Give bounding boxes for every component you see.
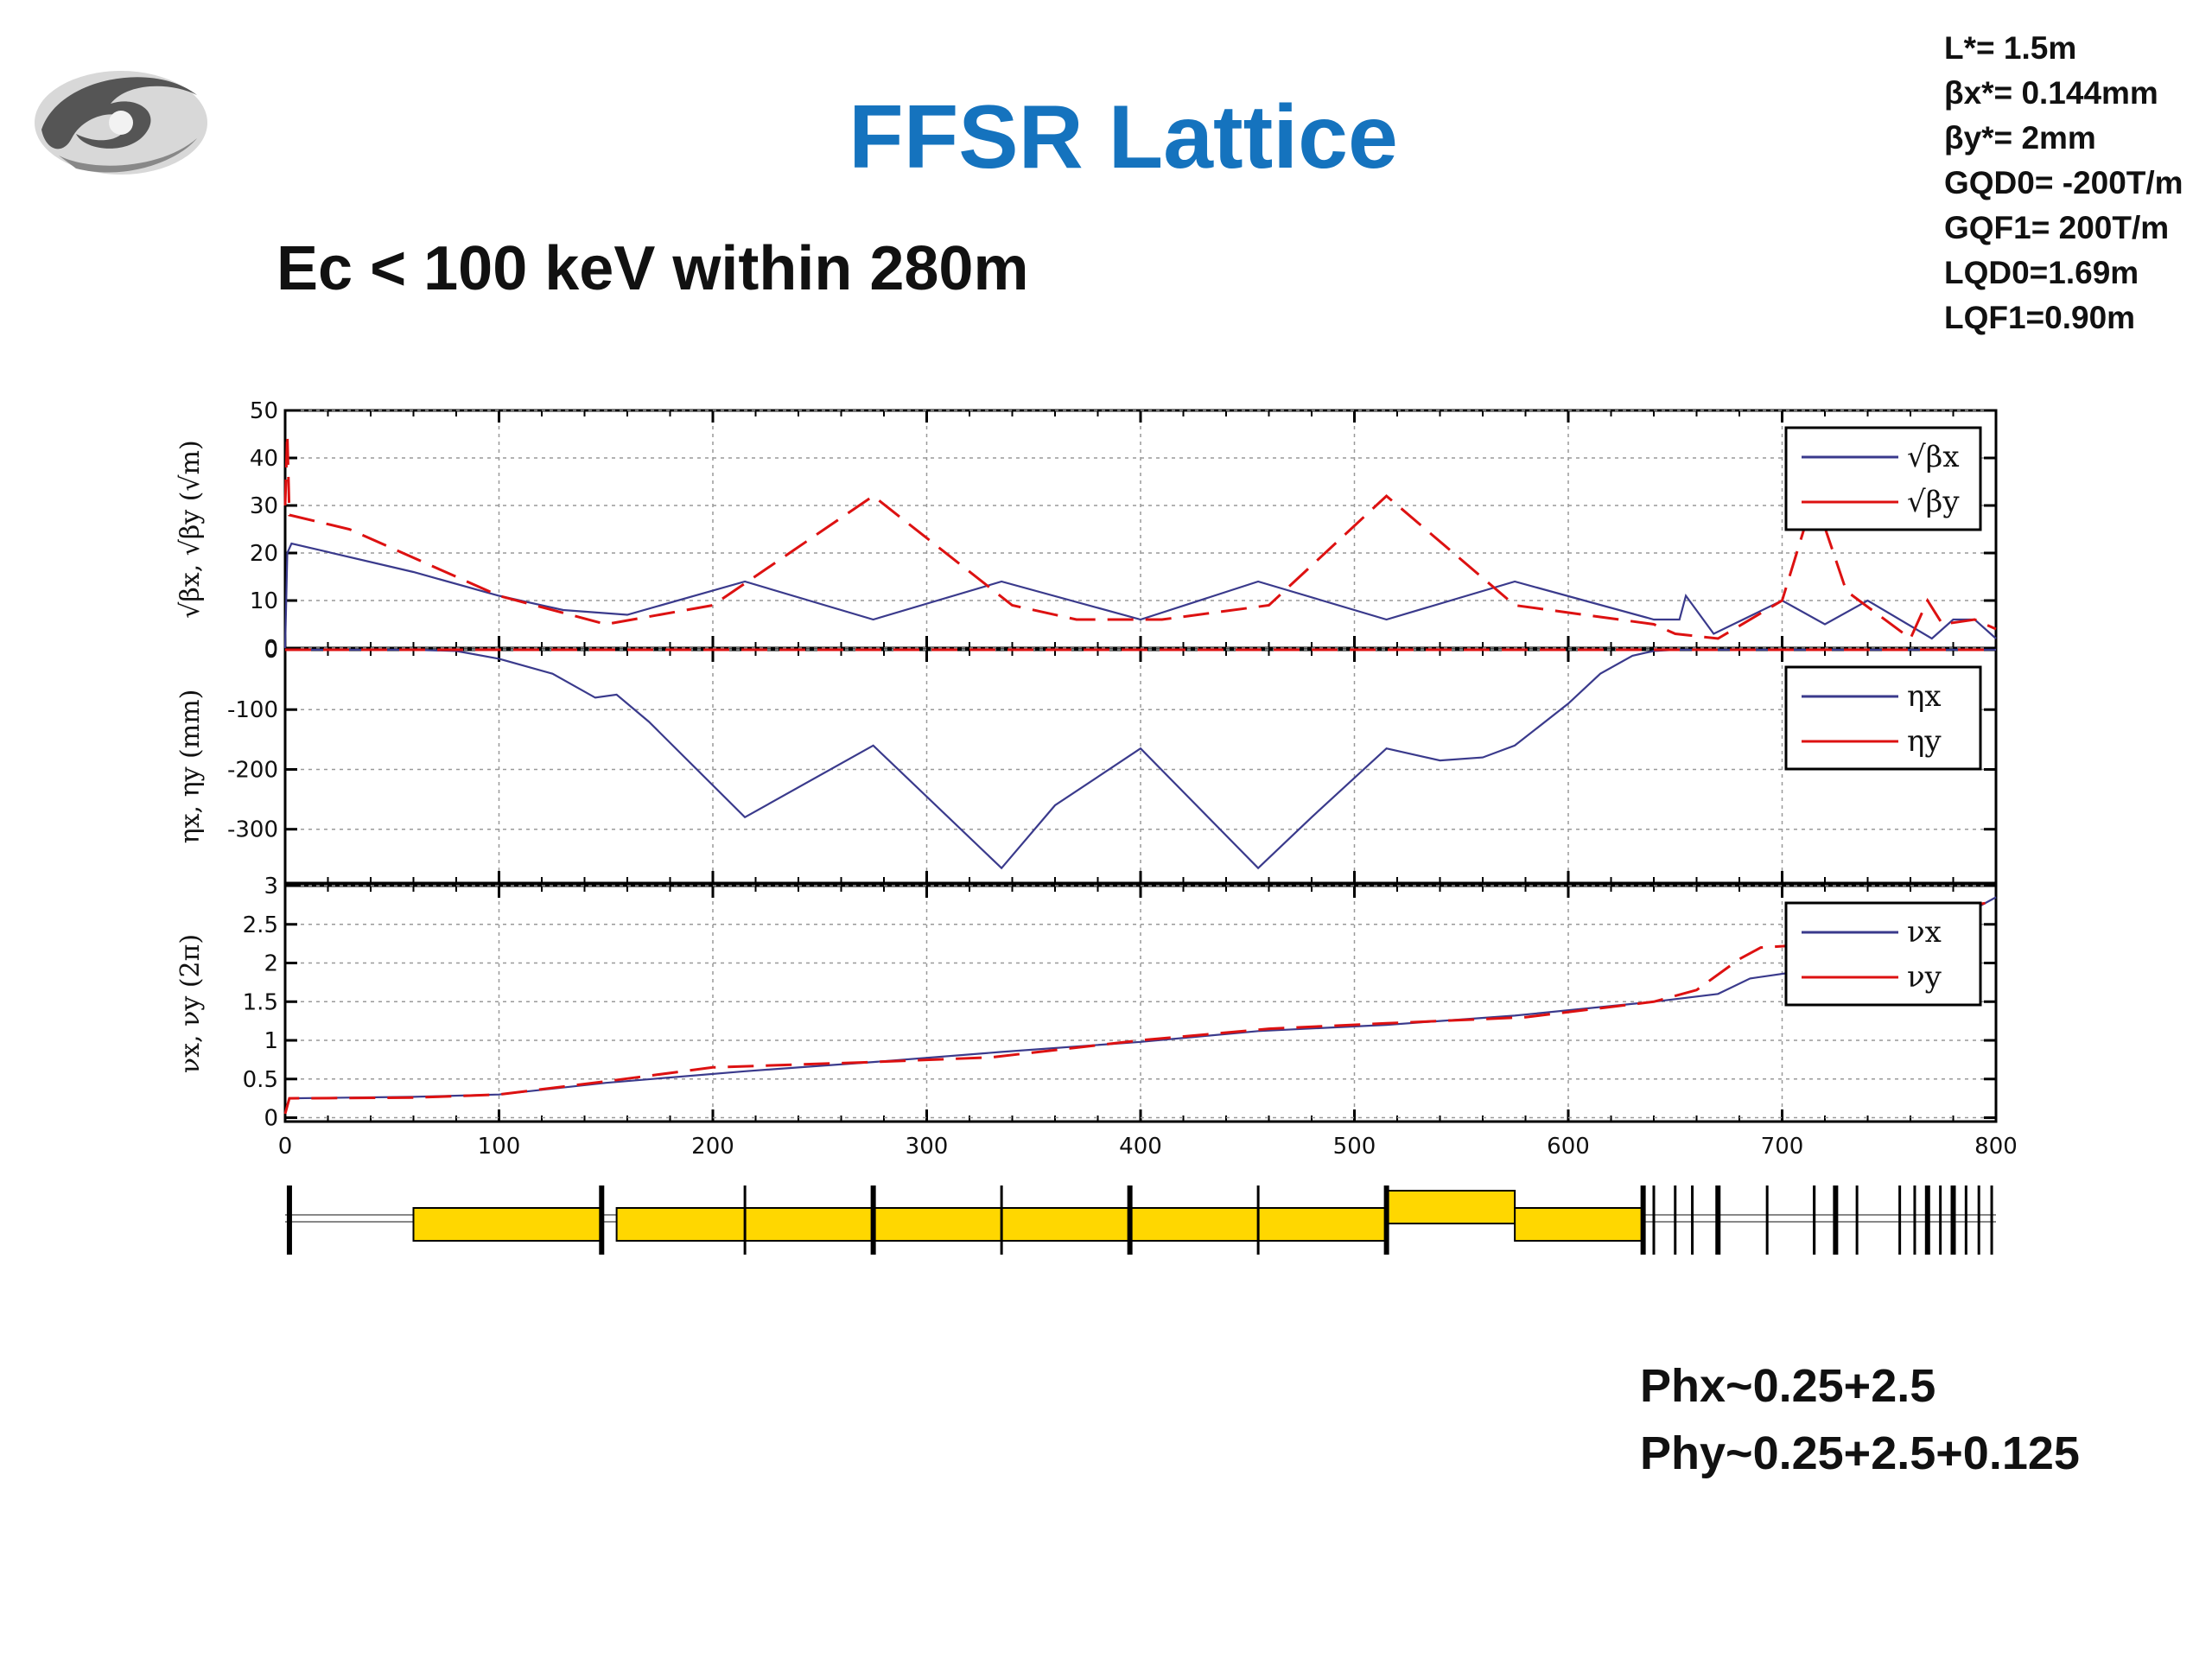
legend-label: νx <box>1907 915 1942 950</box>
legend-label: ηx <box>1907 679 1942 714</box>
y-tick-label: -100 <box>227 697 278 723</box>
y-tick-label: 0 <box>264 636 278 662</box>
param-betax: βx*= 0.144mm <box>1944 75 2158 111</box>
institute-logo <box>35 71 207 175</box>
y-tick-label: 20 <box>250 541 278 567</box>
series-line-√βy <box>283 434 1997 641</box>
param-lqf1: LQF1=0.90m <box>1944 300 2136 335</box>
x-tick-label: 500 <box>1333 1134 1376 1160</box>
y-axis-label: νx, νy (2π) <box>175 934 206 1073</box>
x-tick-label: 600 <box>1547 1134 1590 1160</box>
param-lqd0: LQD0=1.69m <box>1944 255 2139 290</box>
x-tick-label: 100 <box>478 1134 521 1160</box>
y-tick-label: 3 <box>264 874 278 899</box>
y-tick-label: 2.5 <box>243 912 278 938</box>
legend-label: ηy <box>1907 724 1942 759</box>
phase-x: Phx~0.25+2.5 <box>1640 1360 1936 1412</box>
y-tick-label: 0 <box>264 638 278 664</box>
phase-y: Phy~0.25+2.5+0.125 <box>1640 1427 2080 1479</box>
param-gqd0: GQD0= -200T/m <box>1944 165 2183 200</box>
y-tick-label: 2 <box>264 951 278 977</box>
y-tick-label: 10 <box>250 588 278 614</box>
param-betay: βy*= 2mm <box>1944 120 2096 156</box>
y-axis-label: ηx, ηy (mm) <box>175 690 206 844</box>
y-tick-label: -300 <box>227 817 278 843</box>
legend-label: √βy <box>1907 485 1960 519</box>
x-tick-label: 700 <box>1761 1134 1804 1160</box>
x-tick-label: 800 <box>1974 1134 2018 1160</box>
beamline-layout <box>285 1185 1996 1255</box>
y-tick-label: -200 <box>227 757 278 783</box>
y-tick-label: 1 <box>264 1028 278 1054</box>
slide-title: FFSR Lattice <box>849 87 1398 188</box>
legend-box <box>1784 665 1982 771</box>
y-tick-label: 40 <box>250 446 278 472</box>
panel-1: 0 10 20 30 40 50 √βx, √βy (√m) √βx √βy <box>175 398 1998 662</box>
x-tick-label: 200 <box>691 1134 734 1160</box>
x-tick-label: 300 <box>906 1134 949 1160</box>
legend-label: νy <box>1907 960 1942 995</box>
legend-box <box>1784 426 1982 531</box>
dipole-magnet <box>1385 1190 1516 1224</box>
parameter-list: L*= 1.5m βx*= 0.144mm βy*= 2mm GQD0= -20… <box>1944 26 2183 340</box>
panel-3: 0 0.5 1 1.5 2 2.5 3 νx, νy (2π) νx νy <box>175 874 1998 1132</box>
legend-label: √βx <box>1907 440 1960 474</box>
dipole-magnet <box>412 1207 603 1242</box>
phase-advance: Phx~0.25+2.5 Phy~0.25+2.5+0.125 <box>1640 1352 2080 1487</box>
x-tick-label: 400 <box>1119 1134 1162 1160</box>
param-gqf1: GQF1= 200T/m <box>1944 210 2170 245</box>
slide-subtitle: Ec < 100 keV within 280m <box>276 234 1029 303</box>
y-tick-label: 50 <box>250 398 278 424</box>
y-tick-label: 0.5 <box>243 1067 278 1093</box>
param-lstar: L*= 1.5m <box>1944 30 2077 66</box>
panel-2: -300 -200 -100 0 ηx, ηy (mm) ηx ηy <box>175 638 1998 885</box>
y-tick-label: 30 <box>250 493 278 519</box>
legend-box <box>1784 901 1982 1007</box>
y-tick-label: 0 <box>264 1106 278 1132</box>
dipole-magnet <box>1514 1207 1644 1242</box>
series-line-ηx <box>285 648 1996 870</box>
y-axis-label: √βx, √βy (√m) <box>175 440 206 618</box>
y-tick-label: 1.5 <box>243 989 278 1015</box>
x-tick-label: 0 <box>278 1134 293 1160</box>
